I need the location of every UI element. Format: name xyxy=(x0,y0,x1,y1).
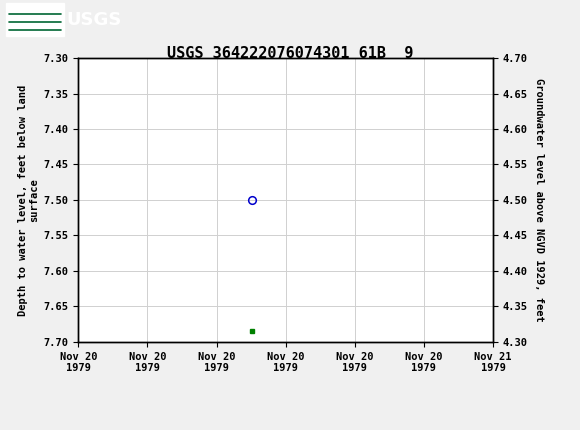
Legend: Period of approved data: Period of approved data xyxy=(188,428,383,430)
FancyBboxPatch shape xyxy=(6,3,64,37)
Text: USGS 364222076074301 61B  9: USGS 364222076074301 61B 9 xyxy=(167,46,413,61)
Text: USGS: USGS xyxy=(67,11,122,29)
Y-axis label: Groundwater level above NGVD 1929, feet: Groundwater level above NGVD 1929, feet xyxy=(534,78,545,322)
Y-axis label: Depth to water level, feet below land
surface: Depth to water level, feet below land su… xyxy=(18,84,39,316)
